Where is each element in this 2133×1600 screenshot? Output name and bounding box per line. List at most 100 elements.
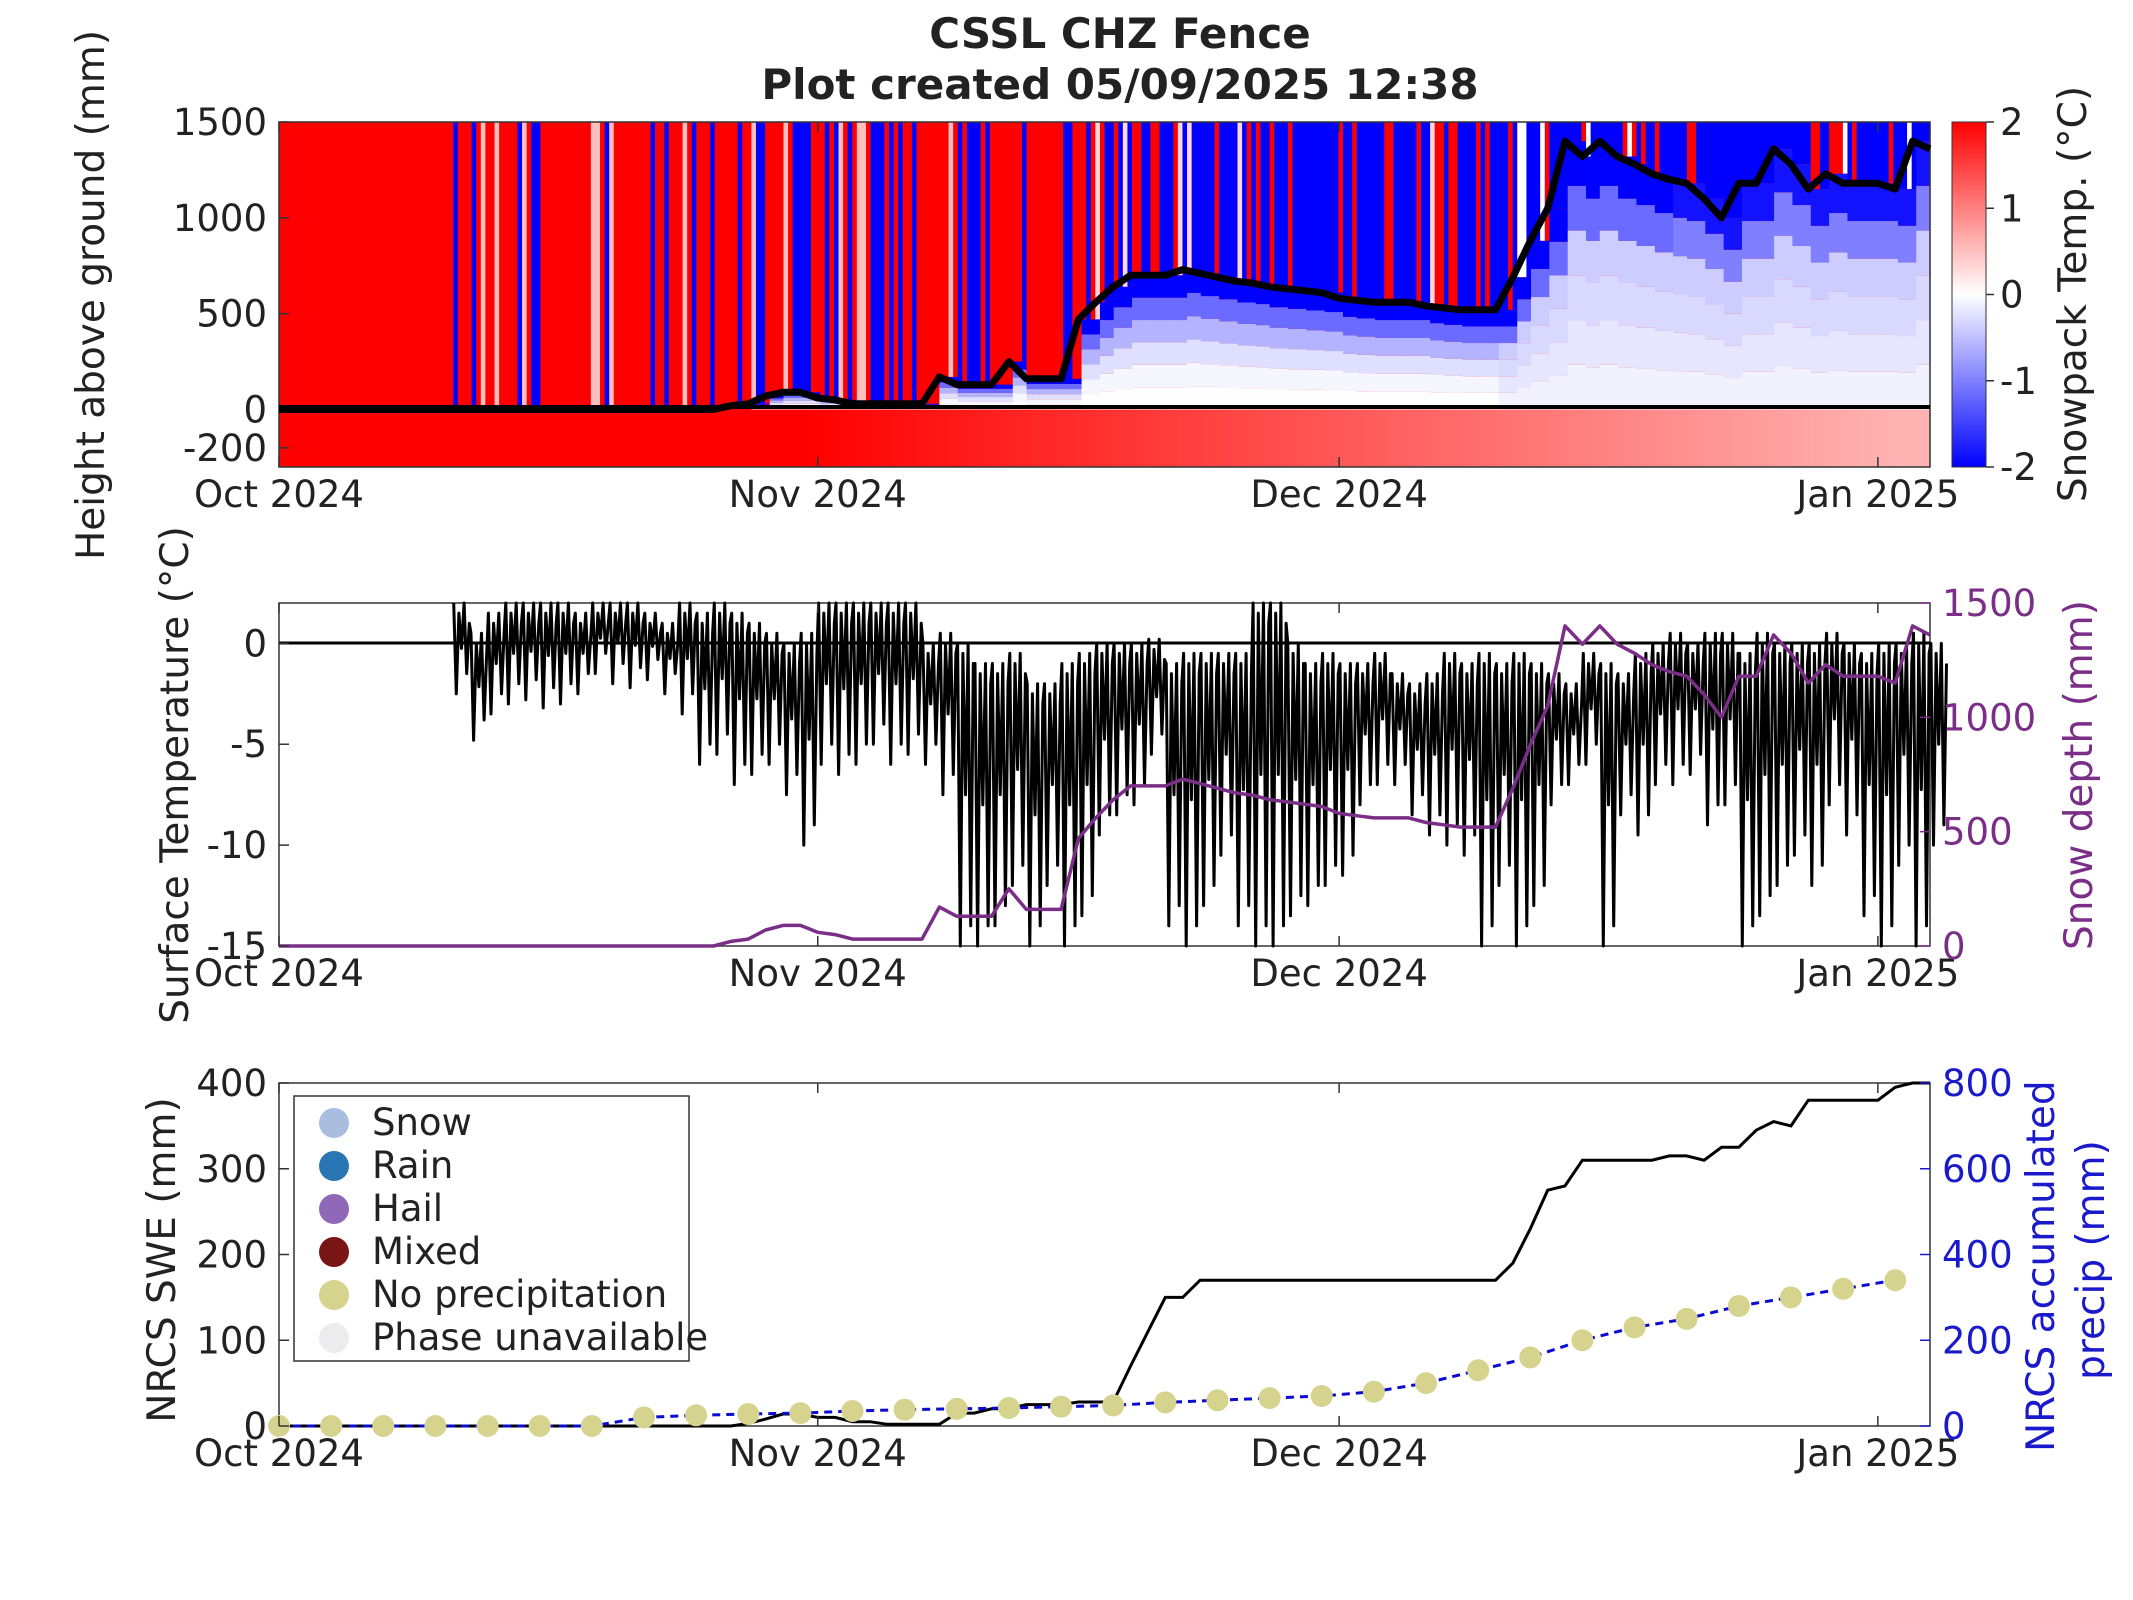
heatmap-cell [1040, 383, 1046, 390]
heatmap-cell [700, 409, 707, 467]
heatmap-cell [1544, 122, 1550, 241]
y-tick-label: -10 [207, 824, 267, 867]
heatmap-cell [1242, 281, 1248, 303]
heatmap-cell [1714, 122, 1720, 199]
heatmap-cell [1283, 409, 1289, 467]
heatmap-cell [1696, 334, 1702, 372]
heatmap-cell [1485, 409, 1491, 467]
heatmap-cell [1076, 399, 1083, 405]
heatmap-cell [1677, 294, 1683, 333]
heatmap-cell [1099, 409, 1106, 467]
heatmap-cell [994, 401, 1000, 406]
y-tick-label: 100 [196, 1319, 267, 1362]
heatmap-cell [1187, 339, 1193, 363]
precip-marker [1779, 1286, 1802, 1309]
x-ticks: Oct 2024 Nov 2024 Dec 2024 Jan 2025 [194, 122, 1959, 516]
heatmap-cell [1443, 358, 1450, 376]
heatmap-cell [1095, 334, 1101, 350]
heatmap-cell [1489, 309, 1495, 327]
heatmap-cell [806, 122, 812, 393]
heatmap-cell [1466, 309, 1472, 327]
heatmap-cell [1287, 389, 1294, 410]
heatmap-cell [1916, 230, 1922, 276]
heatmap-cell [916, 409, 922, 467]
heatmap-cell [366, 122, 372, 410]
heatmap-cell [1173, 122, 1179, 276]
heatmap-cell [512, 409, 519, 467]
heatmap-cell [1063, 389, 1069, 395]
heatmap-cell [1356, 318, 1362, 337]
heatmap-cell [1260, 283, 1266, 305]
heatmap-cell [1677, 122, 1683, 180]
heatmap-cell [1462, 343, 1468, 360]
heatmap-cell [1398, 409, 1404, 467]
heatmap-cell [462, 409, 468, 467]
heatmap-cell [1664, 173, 1670, 214]
heatmap-cell [531, 122, 537, 410]
heatmap-cell [1618, 325, 1624, 368]
heatmap-cell [1329, 122, 1335, 293]
heatmap-cell [370, 122, 376, 410]
heatmap-cell [879, 122, 885, 404]
heatmap-cell [1109, 391, 1115, 410]
heatmap-cell [1196, 269, 1202, 293]
heatmap-cell [1255, 283, 1262, 305]
heatmap-cell [1026, 122, 1032, 379]
heatmap-cell [1154, 364, 1161, 388]
heatmap-cell [1645, 122, 1651, 165]
heatmap-cell [1182, 409, 1188, 467]
heatmap-cell [1719, 374, 1725, 410]
heatmap-cell [1072, 383, 1078, 390]
heatmap-cell [1586, 240, 1592, 283]
heatmap-cell [1292, 288, 1298, 309]
heatmap-cell [1842, 291, 1849, 331]
heatmap-cell [765, 122, 771, 404]
heatmap-cell [1154, 320, 1161, 343]
heatmap-cell [1732, 345, 1738, 378]
heatmap-cell [453, 409, 459, 467]
heatmap-cell [1540, 353, 1546, 382]
heatmap-cell [875, 409, 881, 467]
heatmap-cell [1058, 399, 1064, 405]
heatmap-cell [1563, 342, 1569, 376]
heatmap-cell [586, 409, 592, 467]
heatmap-cell [792, 398, 798, 401]
heatmap-cell [838, 409, 844, 467]
heatmap-cell [1531, 240, 1537, 269]
heatmap-cell [1462, 392, 1468, 410]
heatmap-cell [1686, 409, 1693, 467]
heatmap-cell [1508, 409, 1514, 467]
heatmap-cell [1709, 304, 1716, 340]
heatmap-cell [1356, 354, 1362, 374]
heatmap-cell [989, 401, 996, 406]
heatmap-cell [783, 395, 789, 398]
heatmap-cell [1792, 205, 1798, 246]
heatmap-cell [499, 122, 505, 410]
heatmap-cell [939, 122, 945, 377]
heatmap-cell [1329, 331, 1335, 352]
heatmap-cell [1191, 269, 1197, 293]
precip-marker [1102, 1394, 1125, 1417]
heatmap-cell [1723, 249, 1729, 282]
heatmap-cell [1636, 245, 1642, 287]
heatmap-cell [1581, 122, 1587, 142]
heatmap-cell [714, 409, 720, 467]
heatmap-cell [1586, 156, 1592, 199]
heatmap-cell [1819, 189, 1826, 226]
heatmap-cell [1274, 368, 1280, 390]
heatmap-cell [902, 409, 908, 467]
heatmap-cell [1526, 343, 1532, 366]
heatmap-cell [1489, 343, 1495, 360]
heatmap-cell [664, 409, 670, 467]
heatmap-cell [1347, 372, 1353, 391]
heatmap-cell [402, 122, 409, 410]
heatmap-cell [1517, 299, 1523, 322]
heatmap-cell [1453, 375, 1459, 393]
heatmap-cell [1407, 391, 1413, 410]
heatmap-cell [1099, 320, 1106, 338]
heatmap-cell [567, 122, 574, 410]
heatmap-cell [1549, 122, 1555, 209]
heatmap-cell [1650, 286, 1656, 328]
heatmap-cell [1265, 367, 1271, 389]
heatmap-cell [1164, 364, 1170, 388]
